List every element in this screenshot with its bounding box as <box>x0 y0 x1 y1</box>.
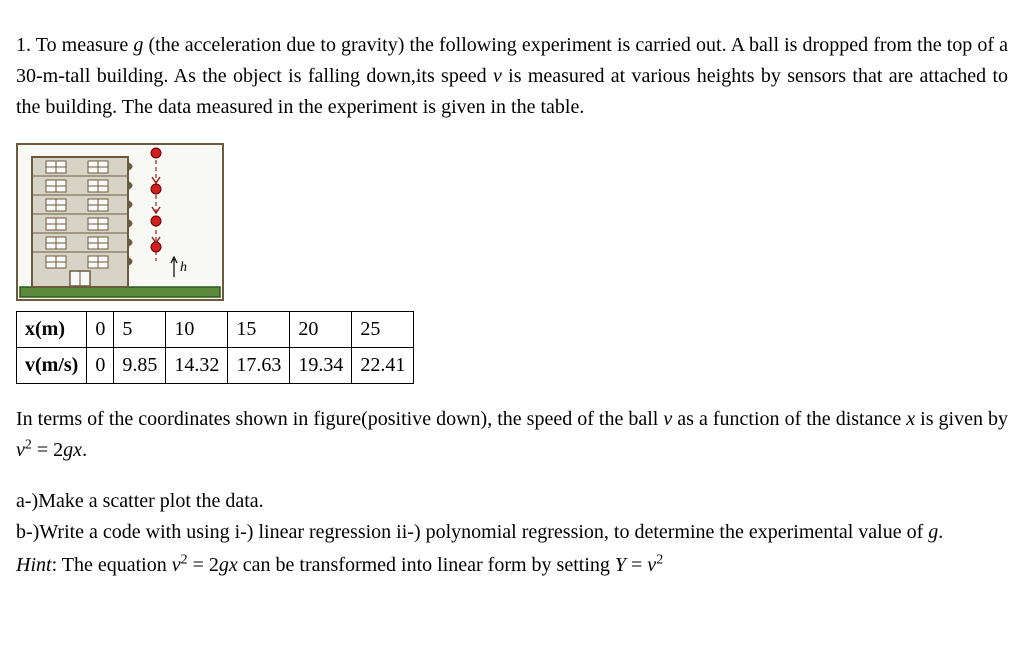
table-cell: 0 <box>87 348 114 384</box>
table-cell: 20 <box>290 312 352 348</box>
table-row-v: v(m/s) 09.8514.3217.6319.3422.41 <box>17 348 414 384</box>
part-a-text: Make a scatter plot the data. <box>38 490 263 512</box>
hint-text: : The equation v2 = 2gx can be transform… <box>52 554 664 576</box>
part-a-label: a-) <box>16 490 38 512</box>
building-svg: h <box>16 143 224 301</box>
table-cell: 5 <box>114 312 166 348</box>
table-row-x: x(m) 0510152025 <box>17 312 414 348</box>
table-cell: 22.41 <box>352 348 414 384</box>
table-cell: 19.34 <box>290 348 352 384</box>
row-header-x: x(m) <box>25 318 65 340</box>
table-cell: 14.32 <box>166 348 228 384</box>
building-diagram: h <box>16 143 1008 301</box>
part-b-label: b-) <box>16 521 39 543</box>
part-b: b-)Write a code with using i-) linear re… <box>16 517 1008 548</box>
problem-intro: 1. To measure g (the acceleration due to… <box>16 30 1008 123</box>
table-cell: 17.63 <box>228 348 290 384</box>
data-table: x(m) 0510152025 v(m/s) 09.8514.3217.6319… <box>16 311 414 384</box>
table-cell: 9.85 <box>114 348 166 384</box>
hint-line: Hint: The equation v2 = 2gx can be trans… <box>16 550 1008 581</box>
part-a: a-)Make a scatter plot the data. <box>16 486 1008 517</box>
hint-label: Hint <box>16 554 52 576</box>
table-cell: 15 <box>228 312 290 348</box>
svg-text:h: h <box>180 260 187 275</box>
part-b-text: Write a code with using i-) linear regre… <box>39 521 943 543</box>
relation-text: In terms of the coordinates shown in fig… <box>16 408 1008 461</box>
row-header-v: v(m/s) <box>25 354 78 376</box>
table-cell: 25 <box>352 312 414 348</box>
problem-number: 1. <box>16 34 31 56</box>
table-cell: 10 <box>166 312 228 348</box>
intro-text: To measure g (the acceleration due to gr… <box>16 34 1008 118</box>
relation-paragraph: In terms of the coordinates shown in fig… <box>16 404 1008 466</box>
table-cell: 0 <box>87 312 114 348</box>
